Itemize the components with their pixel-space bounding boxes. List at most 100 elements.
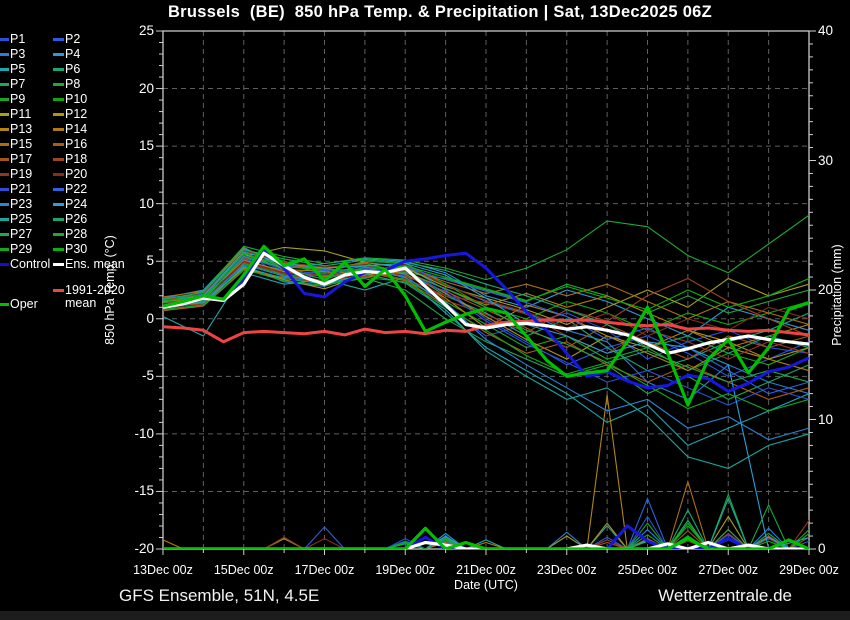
precip-axis-label: Precipitation (mm) (830, 244, 844, 346)
legend-label: Control (10, 257, 51, 271)
legend-label: P25 (10, 212, 33, 226)
bottom-strip (0, 611, 850, 620)
member-precip-P11 (546, 535, 588, 549)
member-precip-P23 (546, 531, 588, 549)
legend-line-sample (53, 128, 64, 131)
legend-line-sample (0, 263, 9, 266)
legend-line-sample (53, 173, 64, 176)
legend-label: P15 (10, 137, 33, 151)
member-precip-P25 (707, 497, 749, 549)
legend-label: P12 (65, 107, 88, 121)
legend-line-sample (0, 98, 9, 101)
legend-line-sample (0, 203, 9, 206)
date-tick-label: 23Dec 00z (536, 563, 597, 577)
member-temp-P30 (163, 252, 809, 311)
member-precip-P30 (384, 541, 426, 549)
legend-line-sample (0, 38, 9, 41)
legend-label: Ens. mean (65, 257, 125, 271)
legend-label: P29 (10, 242, 33, 256)
legend-line-sample (0, 218, 9, 221)
member-precip-P19 (788, 519, 809, 549)
model-info-text: GFS Ensemble, 51N, 4.5E (119, 586, 320, 605)
date-tick-label: 15Dec 00z (213, 563, 274, 577)
date-axis-title: Date (UTC) (454, 578, 518, 592)
legend-line-sample (0, 113, 9, 116)
legend-label: P22 (65, 182, 88, 196)
legend-line-sample (53, 98, 64, 101)
temp-tick-label: 0 (146, 310, 154, 326)
legend-label: P24 (65, 197, 88, 211)
legend-label: P5 (10, 62, 26, 76)
member-temp-P5 (163, 272, 809, 447)
member-temp-P18 (163, 261, 809, 337)
legend-label: P20 (65, 167, 88, 181)
member-precip-P27 (707, 528, 749, 549)
member-temp-P23 (163, 264, 809, 441)
date-tick-label: 27Dec 00z (698, 563, 759, 577)
legend-line-sample (53, 233, 64, 236)
member-precip-P3 (626, 528, 669, 549)
member-precip-P14 (163, 539, 184, 549)
legend-label: P23 (10, 197, 33, 211)
member-precip-P11 (707, 515, 749, 549)
member-temp-P21 (163, 254, 809, 406)
site-credit-text: Wetterzentrale.de (658, 586, 792, 605)
member-precip-P2 (788, 540, 809, 549)
member-precip-P20 (304, 537, 345, 549)
member-temp-P20 (163, 260, 809, 337)
member-precip-P19 (263, 536, 305, 549)
legend-label: P8 (65, 77, 81, 91)
legend-label: P3 (10, 47, 26, 61)
climate_mean-temp-line (163, 318, 809, 344)
legend-line-sample (0, 233, 9, 236)
legend-label: P11 (10, 107, 32, 121)
legend-line-sample (53, 68, 64, 71)
date-tick-label: 19Dec 00z (375, 563, 436, 577)
member-precip-P2 (303, 526, 346, 549)
legend-line-sample (53, 83, 64, 86)
legend-line-sample (53, 53, 64, 56)
temp-tick-label: 20 (138, 80, 154, 96)
legend-label: P10 (65, 92, 88, 106)
legend-label: P27 (10, 227, 33, 241)
legend-label: P17 (10, 152, 33, 166)
member-precip-P17 (788, 536, 809, 549)
oper-temp-line (163, 244, 809, 407)
member-temp-P12 (163, 267, 809, 360)
legend-line-sample (0, 83, 9, 86)
legend-line-sample (53, 143, 64, 146)
member-precip-P28 (747, 503, 790, 549)
legend-line-sample (0, 158, 9, 161)
legend-label: P13 (10, 122, 33, 136)
legend-label: Oper (10, 297, 38, 311)
legend-line-sample (0, 128, 9, 131)
legend-line-sample (53, 263, 64, 266)
legend-label: P28 (65, 227, 88, 241)
precip-tick-label: 10 (818, 411, 834, 427)
precip-tick-label: 40 (818, 23, 834, 38)
date-tick-label: 21Dec 00z (456, 563, 516, 577)
legend-label: P21 (10, 182, 33, 196)
legend-label: P1 (10, 32, 26, 46)
legend-line-sample (0, 303, 9, 306)
legend-label: P30 (65, 242, 88, 256)
temp-tick-label: -10 (134, 425, 154, 441)
legend-line-sample (53, 248, 64, 251)
legend-label: P7 (10, 77, 26, 91)
member-temp-P24 (163, 251, 809, 549)
legend-line-sample (53, 38, 64, 41)
temp-tick-label: 25 (138, 23, 154, 38)
legend-line-sample (0, 143, 9, 146)
legend-label: P16 (65, 137, 88, 151)
member-temp-P25 (163, 266, 809, 469)
legend-label: P18 (65, 152, 88, 166)
legend-line-sample (53, 218, 64, 221)
legend-label: P19 (10, 167, 33, 181)
member-precip-P13 (586, 394, 628, 549)
legend-label: P14 (65, 122, 88, 136)
legend-line-sample (0, 248, 9, 251)
temp-tick-label: -5 (141, 368, 154, 384)
member-temp-P29 (163, 268, 809, 412)
member-precip-P15 (667, 479, 709, 549)
legend-line-sample (0, 53, 9, 56)
